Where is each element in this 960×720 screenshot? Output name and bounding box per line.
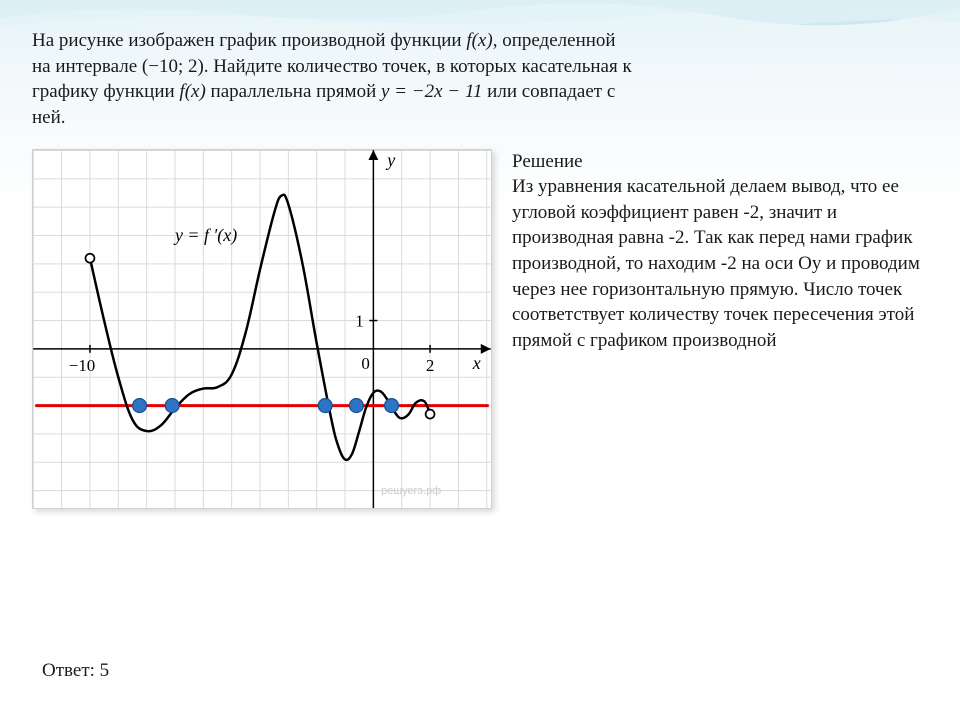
svg-text:2: 2 [426, 355, 434, 374]
chart-container: y x −10 2 1 0 y = f ′(x) решуегэ.рф [32, 149, 492, 514]
svg-text:y = f ′(x): y = f ′(x) [173, 225, 237, 246]
svg-text:0: 0 [361, 353, 369, 372]
equation: y = −2x − 11 [381, 81, 482, 102]
slide-content: На рисунке изображен график производной … [32, 28, 928, 514]
problem-text: На рисунке изображен график производной … [32, 30, 466, 51]
problem-text: параллельна прямой [206, 81, 381, 102]
solution-block: Решение Из уравнения касательной делаем … [512, 149, 928, 354]
problem-statement: На рисунке изображен график производной … [32, 28, 928, 131]
solution-body: Из уравнения касательной делаем вывод, ч… [512, 174, 928, 353]
svg-text:y: y [385, 149, 395, 169]
problem-text: на интервале (−10; 2). Найдите количеств… [32, 56, 632, 77]
answer-label: Ответ: [42, 660, 100, 681]
problem-text: графику функции [32, 81, 179, 102]
derivative-chart: y x −10 2 1 0 y = f ′(x) решуегэ.рф [32, 149, 492, 509]
main-row: y x −10 2 1 0 y = f ′(x) решуегэ.рф Решение Из … [32, 149, 928, 514]
answer-block: Ответ: 5 [42, 660, 109, 682]
answer-value: 5 [100, 660, 110, 681]
svg-text:1: 1 [355, 311, 363, 330]
solution-title: Решение [512, 149, 928, 175]
problem-text: ней. [32, 107, 66, 128]
svg-text:x: x [472, 352, 481, 372]
fx-symbol: f(x) [179, 81, 205, 102]
svg-text:решуегэ.рф: решуегэ.рф [381, 485, 441, 497]
svg-text:−10: −10 [69, 355, 95, 374]
problem-text: , определенной [493, 30, 616, 51]
problem-text: или совпадает с [482, 81, 615, 102]
fx-symbol: f(x) [466, 30, 492, 51]
